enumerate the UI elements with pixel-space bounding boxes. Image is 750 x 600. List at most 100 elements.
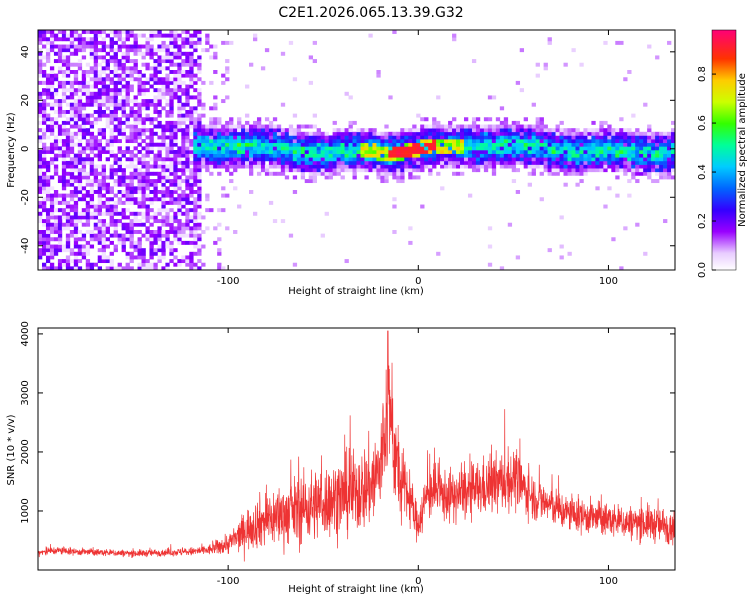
spectrogram-cell bbox=[213, 70, 218, 74]
spectrogram-cell bbox=[149, 255, 154, 260]
spectrogram-cell bbox=[284, 175, 290, 180]
spectrogram-cell bbox=[145, 160, 150, 165]
spectrogram-cell bbox=[109, 233, 114, 238]
spectrogram-cell bbox=[93, 51, 99, 56]
spectrogram-cell bbox=[201, 135, 206, 140]
spectrogram-cell bbox=[157, 259, 162, 264]
spectrogram-cell bbox=[412, 128, 417, 133]
spectrogram-cell bbox=[237, 153, 242, 158]
spectrogram-cell bbox=[173, 237, 178, 242]
spectrogram-cell bbox=[647, 153, 652, 158]
spectrogram-cell bbox=[639, 164, 644, 169]
spectrogram-cell bbox=[463, 117, 469, 122]
spectrogram-cell bbox=[61, 80, 67, 85]
spectrogram-cell bbox=[467, 146, 473, 151]
spectrogram-cell bbox=[97, 102, 102, 107]
spectrogram-cell bbox=[93, 99, 99, 104]
spectrogram-cell bbox=[567, 146, 572, 151]
spectrogram-cell bbox=[217, 117, 222, 122]
spectrogram-cell bbox=[169, 102, 174, 107]
spectrogram-cell bbox=[591, 139, 596, 144]
spectrogram-cell bbox=[149, 190, 154, 194]
spectrogram-cell bbox=[531, 164, 536, 169]
spectrogram-cell bbox=[440, 131, 445, 136]
spectrogram-cell bbox=[551, 135, 556, 140]
spectrogram-cell bbox=[515, 168, 521, 173]
spectrogram-cell bbox=[197, 150, 202, 154]
spectrogram-cell bbox=[161, 95, 166, 100]
spectrogram-cell bbox=[201, 80, 206, 85]
spectrogram-cell bbox=[292, 113, 298, 118]
spectrogram-cell bbox=[647, 139, 652, 144]
spectrogram-cell bbox=[169, 135, 174, 140]
spectrogram-cell bbox=[221, 164, 226, 169]
spectrogram-cell bbox=[97, 171, 102, 176]
spectrogram-cell bbox=[165, 179, 170, 184]
spectrogram-cell bbox=[145, 197, 150, 202]
spectrogram-cell bbox=[667, 40, 672, 45]
spectrogram-cell bbox=[579, 146, 584, 151]
spectrogram-cell bbox=[153, 211, 158, 216]
spectrogram-cell bbox=[65, 160, 71, 165]
spectrogram-cell bbox=[396, 131, 401, 136]
spectrogram-cell bbox=[105, 266, 110, 270]
spectrogram-cell bbox=[615, 193, 620, 198]
spectrogram-cell bbox=[268, 164, 274, 169]
spectrogram-cell bbox=[125, 135, 130, 140]
spectrogram-cell bbox=[268, 200, 274, 205]
spectrogram-cell bbox=[328, 153, 333, 158]
spectrogram-cell bbox=[169, 128, 174, 133]
spectrogram-cell bbox=[137, 110, 142, 114]
spectrogram-cell bbox=[499, 128, 505, 133]
spectrogram-cell bbox=[129, 193, 134, 198]
spectrogram-cell bbox=[125, 215, 130, 220]
spectrogram-cell bbox=[149, 222, 154, 227]
spectrogram-cell bbox=[432, 131, 437, 136]
spectrogram-cell bbox=[288, 128, 294, 133]
spectrogram-cell bbox=[563, 139, 568, 144]
spectrogram-cell bbox=[97, 128, 102, 133]
spectrogram-cell bbox=[153, 219, 158, 224]
spectrogram-cell bbox=[145, 186, 150, 191]
spectrogram-cell bbox=[77, 84, 83, 89]
spectrogram-cell bbox=[61, 150, 67, 154]
spectrogram-cell bbox=[121, 37, 126, 42]
spectrogram-cell bbox=[667, 150, 672, 154]
spectrogram-cell bbox=[316, 168, 321, 173]
spectrogram-cell bbox=[61, 70, 67, 74]
spectrogram-cell bbox=[101, 259, 106, 264]
snr-y-axis-label: SNR (10 * v/v) bbox=[6, 414, 17, 485]
spectrogram-cell bbox=[89, 193, 95, 198]
spectrogram-cell bbox=[655, 55, 660, 60]
spectrogram-cell bbox=[348, 95, 353, 100]
spectrogram-cell bbox=[109, 59, 114, 64]
spectrogram-cell bbox=[73, 266, 79, 270]
spectrogram-cell bbox=[189, 262, 194, 267]
spectrogram-cell bbox=[129, 200, 134, 205]
spectrogram-cell bbox=[229, 139, 234, 144]
spectrogram-cell bbox=[161, 182, 166, 187]
spectrogram-cell bbox=[599, 120, 604, 125]
spectrogram-cell bbox=[400, 153, 405, 158]
spectrogram-cell bbox=[61, 160, 67, 165]
spectrogram-cell bbox=[101, 211, 106, 216]
spectrogram-cell bbox=[667, 131, 672, 136]
spectrogram-cell bbox=[440, 135, 445, 140]
spectrogram-cell bbox=[332, 150, 337, 154]
spectrogram-cell bbox=[73, 179, 79, 184]
spectrogram-cell bbox=[587, 153, 592, 158]
spectrogram-cell bbox=[129, 157, 134, 162]
spectrogram-cell bbox=[249, 150, 254, 154]
spectrogram-cell bbox=[467, 124, 473, 129]
spectrogram-cell bbox=[388, 150, 393, 154]
figure-title: C2E1.2026.065.13.39.G32 bbox=[278, 5, 463, 21]
spectrogram-cell bbox=[133, 120, 138, 125]
spectrogram-cell bbox=[659, 175, 664, 180]
spectrogram-cell bbox=[491, 150, 497, 154]
spectrogram-cell bbox=[511, 135, 517, 140]
spectrogram-cell bbox=[93, 95, 99, 100]
spectrogram-cell bbox=[45, 208, 51, 213]
spectrogram-cell bbox=[97, 55, 102, 60]
spectrogram-cell bbox=[173, 40, 178, 45]
